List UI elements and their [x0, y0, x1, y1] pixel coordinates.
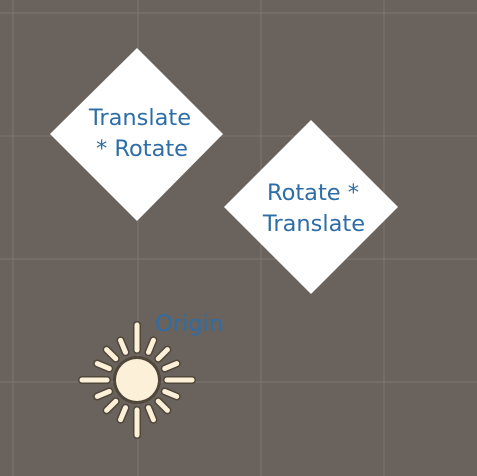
node-translate-rotate[interactable]: Translate * Rotate [50, 48, 223, 221]
sun-icon[interactable] [78, 321, 196, 439]
node-rotate-translate-diamond[interactable] [224, 120, 398, 294]
node-rotate-translate-label-line-1: Rotate * [267, 180, 359, 206]
node-rotate-translate[interactable]: Rotate * Translate [224, 120, 398, 294]
node-translate-rotate-label-line-2: * Rotate [96, 136, 188, 162]
node-rotate-translate-label-line-2: Translate [262, 211, 365, 237]
origin-label: Origin [155, 311, 223, 337]
node-translate-rotate-diamond[interactable] [50, 48, 223, 221]
node-translate-rotate-label-line-1: Translate [88, 105, 191, 131]
